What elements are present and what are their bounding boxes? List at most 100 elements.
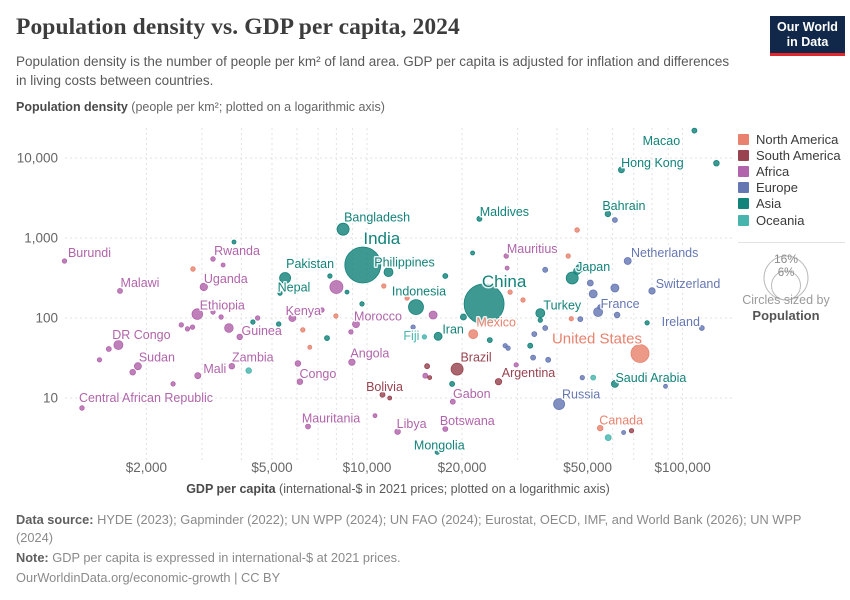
point-uganda[interactable] [199,282,208,292]
data-point[interactable] [170,381,176,387]
label-bangladesh[interactable]: Bangladesh [343,209,412,226]
label-switzerland[interactable]: Switzerland [654,276,722,293]
label-mongolia[interactable]: Mongolia [412,437,466,454]
data-point[interactable] [422,372,429,379]
label-central-african-republic[interactable]: Central African Republic [77,390,214,407]
point-guinea[interactable] [236,333,243,341]
data-point[interactable] [359,301,365,307]
data-point[interactable] [542,266,549,273]
data-point[interactable] [545,356,552,363]
label-congo[interactable]: Congo [298,365,338,382]
data-point[interactable] [577,316,584,323]
point-nepal[interactable] [277,290,283,296]
data-point[interactable] [588,289,598,299]
data-point[interactable] [459,313,467,321]
data-point[interactable] [190,266,196,272]
data-point[interactable] [224,323,234,333]
data-point[interactable] [372,413,378,419]
data-point[interactable] [573,267,581,275]
label-guinea[interactable]: Guinea [240,323,283,340]
data-point[interactable] [663,383,668,389]
point-netherlands[interactable] [623,257,632,265]
data-point[interactable] [612,217,618,223]
label-saudi-arabia[interactable]: Saudi Arabia [614,370,688,387]
data-point[interactable] [210,309,216,315]
data-point[interactable] [486,337,493,344]
point-saudi-arabia[interactable] [611,379,619,388]
legend-item-asia[interactable]: Asia [738,196,841,212]
data-point[interactable] [427,375,433,381]
legend-item-north-america[interactable]: North America [738,131,841,147]
point-china[interactable] [463,283,505,325]
data-point[interactable] [333,313,339,319]
data-point[interactable] [276,321,282,327]
label-ethiopia[interactable]: Ethiopia [198,297,246,314]
data-point[interactable] [189,324,196,330]
data-point[interactable] [404,295,410,301]
legend-item-africa[interactable]: Africa [738,163,841,179]
label-pakistan[interactable]: Pakistan [285,256,336,273]
label-morocco[interactable]: Morocco [353,308,404,325]
point-burundi[interactable] [61,258,68,264]
point-mexico[interactable] [468,329,479,340]
data-point[interactable] [568,316,574,322]
point-mauritania[interactable] [305,423,311,430]
point-indonesia[interactable] [408,299,424,316]
data-point[interactable] [218,314,224,320]
point-russia[interactable] [553,398,565,411]
label-macao[interactable]: Macao [641,132,682,149]
point-congo[interactable] [296,378,304,385]
data-point[interactable] [96,357,103,363]
point-india[interactable] [344,246,382,284]
point-rwanda[interactable] [210,256,216,262]
data-point[interactable] [105,346,112,352]
data-point[interactable] [220,262,226,268]
point-dr-congo[interactable] [113,340,124,350]
data-point[interactable] [381,283,387,289]
data-point[interactable] [348,329,354,335]
label-rwanda[interactable]: Rwanda [213,243,262,260]
label-hong-kong[interactable]: Hong Kong [620,155,686,172]
data-point[interactable] [590,374,597,381]
data-point[interactable] [449,380,456,387]
data-point[interactable] [586,279,594,287]
data-point[interactable] [410,324,416,330]
data-point[interactable] [621,430,626,435]
data-point[interactable] [513,362,519,368]
point-mauritius[interactable] [503,253,509,259]
legend-item-south-america[interactable]: South America [738,147,841,163]
legend-item-oceania[interactable]: Oceania [738,212,841,228]
label-brazil[interactable]: Brazil [459,349,493,366]
point-morocco[interactable] [352,320,360,329]
data-point[interactable] [713,159,720,167]
data-point[interactable] [344,289,350,295]
point-mongolia[interactable] [434,449,440,455]
point-sudan[interactable] [133,362,142,371]
data-point[interactable] [613,311,621,319]
label-sudan[interactable]: Sudan [137,349,176,366]
data-point[interactable] [327,273,333,279]
label-france[interactable]: France [599,296,641,313]
label-turkey[interactable]: Turkey [542,297,583,314]
data-point[interactable] [231,239,237,245]
data-point[interactable] [387,395,393,401]
owid-logo[interactable]: Our World in Data [770,16,845,56]
data-point[interactable] [527,342,534,349]
label-fiji[interactable]: Fiji [402,328,421,345]
data-point[interactable] [537,317,543,323]
point-gabon[interactable] [449,398,456,405]
data-point[interactable] [504,265,510,271]
label-bahrain[interactable]: Bahrain [601,198,647,215]
label-kenya[interactable]: Kenya [284,303,322,320]
point-iran[interactable] [433,331,443,341]
point-brazil[interactable] [450,362,464,376]
point-canada[interactable] [597,424,604,432]
label-mexico[interactable]: Mexico [475,314,518,331]
data-point[interactable] [507,289,513,295]
point-zambia[interactable] [228,363,235,370]
label-united-states[interactable]: United States [550,329,643,349]
data-point[interactable] [184,326,191,332]
point-japan[interactable] [565,271,579,285]
data-point[interactable] [574,227,580,233]
owid-link[interactable]: OurWorldinData.org/economic-growth [16,570,231,585]
